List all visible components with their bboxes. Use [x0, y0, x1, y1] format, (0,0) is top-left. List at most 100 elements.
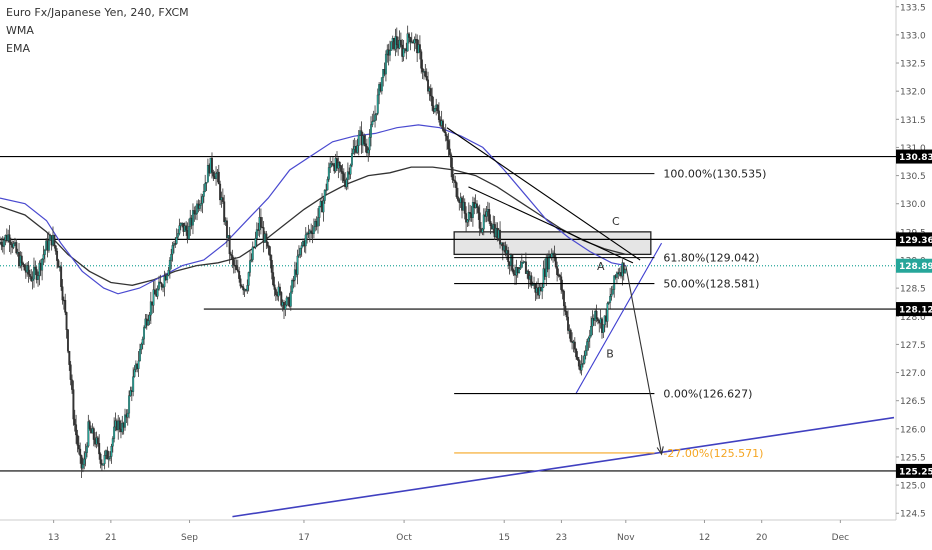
- candle-body: [293, 269, 296, 281]
- candle-body: [171, 245, 174, 255]
- x-tick-label: 17: [298, 533, 309, 543]
- candle-body: [590, 326, 593, 336]
- y-tick-label: 131.0: [900, 144, 926, 154]
- legend-indicator-wma[interactable]: WMA: [6, 24, 34, 37]
- candle-body: [259, 217, 262, 228]
- fib-level-label: 100.00%(130.535): [663, 168, 766, 181]
- candle-body: [35, 269, 38, 280]
- candle-body: [577, 359, 580, 367]
- candle-body: [376, 94, 379, 114]
- candle-body: [88, 421, 91, 429]
- candle-body: [607, 302, 610, 304]
- candle-body: [371, 121, 374, 125]
- candle-body: [139, 349, 141, 362]
- candle-body: [228, 235, 231, 255]
- candle-body: [12, 243, 15, 248]
- candle-body: [98, 443, 101, 455]
- candle-body: [278, 286, 281, 293]
- candle-body: [451, 167, 454, 180]
- candle-body: [96, 437, 99, 444]
- candle-body: [205, 182, 208, 184]
- candle-body: [374, 114, 377, 121]
- candle-body: [421, 68, 424, 72]
- candle-body: [507, 250, 510, 263]
- pattern-point-label: A: [597, 260, 605, 273]
- candle-body: [289, 291, 292, 307]
- candle-body: [20, 255, 23, 264]
- candle-body: [611, 289, 614, 295]
- candle-body: [251, 246, 254, 260]
- candle-body: [478, 212, 481, 229]
- candle-body: [518, 268, 521, 274]
- candle-body: [418, 44, 421, 52]
- candle-body: [442, 120, 444, 131]
- candle-body: [350, 153, 353, 166]
- candle-body: [8, 234, 11, 243]
- candle-body: [153, 289, 156, 295]
- legend-indicator-ema[interactable]: EMA: [6, 42, 30, 55]
- price-axis-label: 128.898: [899, 262, 932, 272]
- candle-body: [103, 455, 106, 464]
- ema-line: [0, 166, 626, 286]
- y-tick-label: 132.0: [900, 88, 926, 98]
- candle-body: [250, 259, 253, 261]
- candle-body: [56, 251, 59, 261]
- candle-body: [77, 445, 80, 450]
- candle-body: [31, 278, 34, 281]
- candle-body: [80, 455, 83, 469]
- candle-body: [3, 240, 6, 247]
- candle-body: [444, 132, 447, 137]
- candle-body: [247, 272, 250, 286]
- candle-body: [68, 351, 71, 365]
- candle-body: [524, 261, 527, 274]
- candle-body: [30, 276, 33, 281]
- candle-body: [84, 452, 87, 460]
- candle-body: [269, 254, 272, 261]
- candle-body: [477, 207, 480, 213]
- candle-body: [586, 341, 588, 351]
- projection-arrow-head: [656, 446, 664, 456]
- candle-body: [124, 414, 126, 428]
- candle-body: [280, 292, 283, 306]
- candle-body: [9, 242, 12, 245]
- candle-body: [231, 255, 234, 260]
- candle-body: [542, 268, 545, 288]
- candle-body: [132, 376, 135, 392]
- candle-body: [174, 243, 177, 245]
- candle-body: [431, 95, 434, 106]
- candle-body: [22, 262, 25, 266]
- candle-body: [481, 228, 484, 233]
- trendline: [232, 416, 895, 518]
- candle-body: [23, 264, 26, 271]
- candle-body: [323, 189, 326, 201]
- candle-body: [322, 200, 325, 213]
- candle-body: [246, 285, 249, 291]
- candle-body: [162, 286, 165, 288]
- candle-body: [310, 230, 313, 234]
- candle-body: [368, 137, 371, 151]
- y-tick-label: 133.5: [900, 3, 926, 13]
- candle-body: [284, 304, 287, 310]
- candle-body: [436, 104, 439, 111]
- candle-body: [554, 257, 557, 267]
- candle-body: [345, 179, 348, 188]
- candle-body: [531, 284, 534, 286]
- candle-body: [622, 262, 625, 274]
- trendline: [575, 242, 663, 395]
- x-tick-label: Oct: [396, 533, 412, 543]
- candle-body: [86, 445, 88, 453]
- y-tick-label: 130.5: [900, 172, 926, 182]
- candle-body: [201, 196, 204, 204]
- candle-body: [109, 456, 112, 459]
- candle-body: [240, 285, 243, 288]
- candle-body: [129, 390, 132, 396]
- x-tick-label: Sep: [181, 533, 198, 543]
- candle-body: [126, 412, 129, 418]
- candle-body: [81, 464, 84, 469]
- candle-body: [443, 130, 446, 133]
- candle-body: [575, 348, 578, 358]
- candle-body: [168, 260, 171, 271]
- candle-body: [425, 76, 428, 80]
